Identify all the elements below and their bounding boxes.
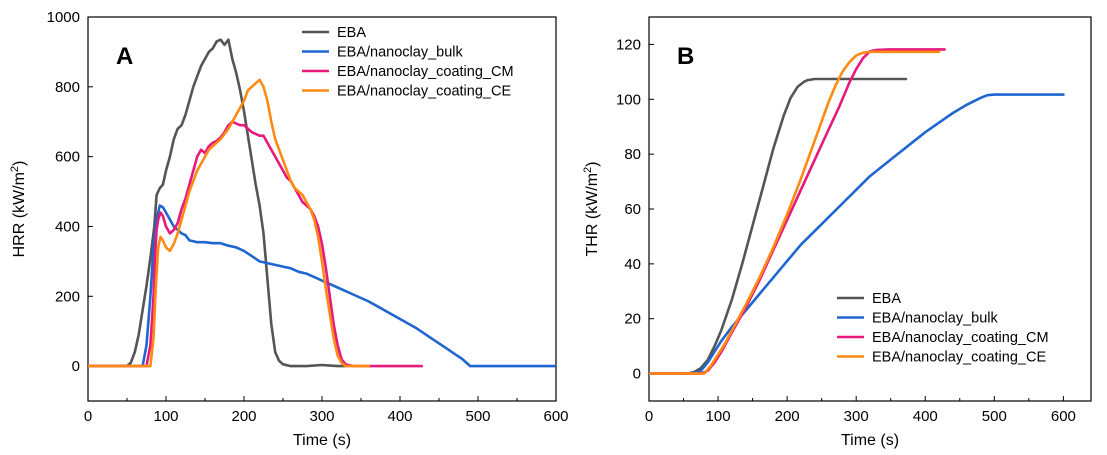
legend-label: EBA/nanoclay_bulk [872, 311, 998, 327]
y-tick-label: 0 [72, 358, 80, 375]
legend-label: EBA/nanoclay_coating_CM [872, 330, 1049, 346]
x-tick-label: 100 [153, 408, 178, 425]
y-tick-label: 400 [55, 218, 80, 235]
y-axis-title-main: HRR (kW/m [11, 172, 28, 257]
y-axis-title-superscript: 2 [582, 167, 594, 173]
series-line-1 [649, 93, 1065, 375]
x-tick-label: 100 [706, 408, 731, 425]
x-tick-label: 0 [84, 408, 92, 425]
y-tick-label: 600 [55, 149, 80, 166]
series-line-3 [88, 78, 371, 368]
x-tick-label: 0 [645, 408, 653, 425]
panel-a: 0 100 200 300 400 500 600 0 200 400 600 800 1000 Time… [9, 9, 569, 449]
y-tick-label: 60 [624, 201, 641, 218]
series-line-3 [649, 50, 941, 375]
legend-label: EBA/nanoclay_coating_CE [872, 350, 1046, 366]
x-tick-label: 400 [913, 408, 938, 425]
x-tick-label: 600 [543, 408, 568, 425]
legend-label: EBA/nanoclay_coating_CE [337, 84, 511, 100]
x-tick-label: 200 [775, 408, 800, 425]
panel-b: 0 100 200 300 400 500 600 0 20 40 60 80 100 120 Time (… [582, 16, 1092, 449]
y-axis-title-end: ) [584, 162, 601, 167]
series-line-1 [88, 204, 556, 368]
x-tick-label: 500 [982, 408, 1007, 425]
y-axis-title-superscript: 2 [9, 166, 21, 172]
y-tick-label: 0 [633, 366, 641, 383]
legend-label: EBA/nanoclay_bulk [337, 45, 463, 61]
x-tick-label: 300 [309, 408, 334, 425]
y-axis-title: THR (kW/m2) [582, 162, 601, 257]
x-axis-title: Time (s) [293, 432, 351, 449]
y-tick-label: 200 [55, 288, 80, 305]
y-tick-label: 100 [616, 91, 641, 108]
y-tick-label: 20 [624, 311, 641, 328]
legend-label: EBA [872, 291, 901, 307]
y-tick-label: 80 [624, 146, 641, 163]
y-axis-title-end: ) [11, 161, 28, 166]
x-tick-label: 400 [387, 408, 412, 425]
y-tick-label: 40 [624, 256, 641, 273]
x-tick-label: 600 [1051, 408, 1076, 425]
y-tick-label: 1000 [47, 9, 80, 26]
panel-label: A [116, 43, 133, 70]
legend-label: EBA [337, 25, 366, 41]
y-axis-title-main: THR (kW/m [584, 173, 601, 257]
y-tick-label: 120 [616, 36, 641, 53]
panel-label: B [677, 43, 694, 70]
series-line-2 [88, 120, 424, 368]
x-tick-label: 200 [231, 408, 256, 425]
series-line-0 [88, 38, 347, 368]
x-axis-title: Time (s) [841, 432, 899, 449]
y-tick-label: 800 [55, 79, 80, 96]
y-axis-title: HRR (kW/m2) [9, 161, 28, 258]
x-tick-label: 300 [844, 408, 869, 425]
series-line-0 [649, 77, 908, 375]
legend-label: EBA/nanoclay_coating_CM [337, 64, 514, 80]
x-tick-label: 500 [465, 408, 490, 425]
